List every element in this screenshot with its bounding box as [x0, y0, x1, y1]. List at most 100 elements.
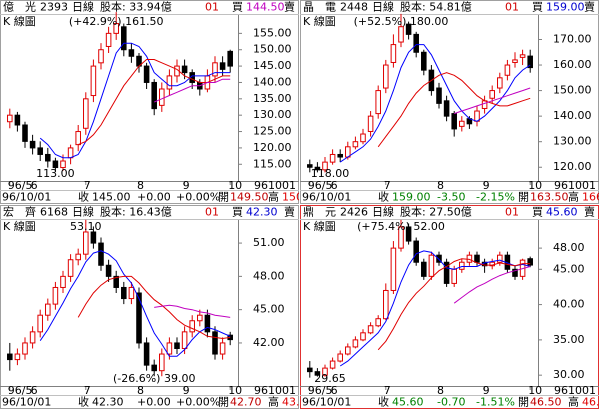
candle-body	[7, 114, 13, 123]
candle-body	[352, 141, 359, 148]
footer-text: 高	[568, 190, 579, 204]
footer-text: 收	[78, 395, 89, 409]
moving-average	[39, 42, 231, 159]
candle-body	[405, 23, 412, 35]
panel-label: K 線圖	[3, 14, 36, 28]
low-label: 29.65	[314, 372, 346, 385]
candle-body	[29, 331, 36, 344]
header-text: 159.00	[546, 1, 585, 14]
footer-text: 96/10/01	[2, 191, 51, 204]
candle-body	[212, 331, 218, 355]
header-text: 宏 齊	[3, 205, 36, 219]
candle-body	[390, 44, 397, 63]
footer-text: 149.50	[230, 191, 269, 204]
candle-body	[227, 50, 233, 67]
high-label: (+52.5%) 180.00	[354, 15, 449, 28]
candle-body	[22, 124, 28, 142]
footer-text: 46.5	[582, 396, 600, 409]
x-tick-label: 96/5	[8, 384, 33, 397]
candle-body	[451, 268, 457, 284]
y-tick-label: 130.00	[553, 135, 592, 148]
y-tick-label: 30.00	[553, 368, 585, 381]
candle-body	[75, 131, 81, 146]
header-text: 賣	[584, 0, 595, 14]
x-tick-label: 6	[331, 179, 338, 192]
candle-body	[383, 289, 389, 320]
footer-text: -3.50	[437, 191, 465, 204]
y-tick-label: 45.00	[253, 303, 285, 316]
stock-panel: 宏 齊 6168 日線 股本: 16.43億 01 買 42.30 賣96/10/01 收 42.…	[0, 205, 307, 409]
candle-body	[390, 247, 397, 291]
candle-body	[45, 303, 51, 316]
moving-average	[339, 44, 531, 163]
candle-body	[512, 268, 518, 277]
panel-border	[0, 0, 299, 204]
header-text: 買	[532, 206, 543, 219]
candle-body	[98, 49, 104, 64]
footer-text: +0.00	[137, 191, 171, 204]
candle-body	[527, 258, 533, 266]
candle-body	[322, 367, 328, 376]
candle-body	[105, 32, 112, 47]
low-label: (-26.6%) 39.00	[113, 372, 195, 385]
panel-label: K 線圖	[303, 14, 336, 28]
candle-body	[159, 353, 165, 372]
candle-body	[22, 342, 28, 355]
x-tick-label: 8	[137, 179, 144, 192]
x-tick-label: 7	[384, 179, 391, 192]
header-text: 買	[232, 206, 243, 219]
candle-body	[14, 353, 21, 361]
candle-body	[443, 261, 450, 284]
candle-body	[128, 49, 135, 57]
y-tick-label: 40.00	[553, 298, 585, 311]
footer-text: 43.0	[282, 396, 307, 409]
candle-body	[166, 342, 173, 355]
candle-body	[174, 342, 180, 349]
candle-body	[67, 259, 74, 277]
y-tick-label: 115.00	[253, 157, 292, 170]
footer-text: +0.00%	[176, 396, 220, 409]
candle-body	[159, 88, 165, 106]
footer-text: 開	[518, 396, 529, 409]
high-label: (+75.4%) 52.00	[357, 220, 445, 233]
candle-body	[337, 353, 343, 362]
x-tick-label: 9	[183, 384, 190, 397]
footer-text: +0.00	[137, 396, 171, 409]
candle-body	[489, 90, 495, 99]
moving-average	[78, 59, 231, 146]
panel-border	[300, 0, 599, 204]
candle-body	[398, 26, 404, 43]
footer-text: -0.70	[437, 396, 465, 409]
candle-body	[421, 261, 427, 277]
candle-body	[512, 59, 518, 63]
candle-body	[52, 286, 59, 305]
x-tick-label: 7	[84, 179, 91, 192]
footer-text: 高	[568, 395, 579, 409]
footer-text: 45.60	[392, 396, 424, 409]
moving-average	[339, 250, 531, 367]
x-tick-label: 9	[483, 179, 490, 192]
header-text: 42.30	[246, 206, 278, 219]
candle-body	[405, 226, 412, 242]
candle-body	[497, 77, 503, 89]
moving-average	[454, 87, 531, 115]
footer-text: 高	[268, 395, 279, 409]
candle-body	[60, 160, 66, 169]
candle-body	[398, 226, 404, 249]
candle-body	[136, 292, 142, 344]
footer-text: 145.00	[92, 191, 131, 204]
candle-body	[329, 153, 336, 163]
x-tick-label: 10	[528, 179, 542, 192]
candle-body	[29, 140, 36, 149]
candle-body	[375, 90, 381, 115]
header-text: 股本: 33.94億	[100, 0, 172, 14]
candle-body	[352, 339, 359, 348]
candle-body	[375, 318, 381, 327]
x-tick-label: 10	[228, 384, 242, 397]
header-text: 01	[205, 1, 219, 14]
footer-text: 高	[268, 190, 279, 204]
candle-body	[367, 325, 374, 334]
header-text: 日線	[372, 0, 394, 14]
moving-average	[453, 266, 531, 304]
